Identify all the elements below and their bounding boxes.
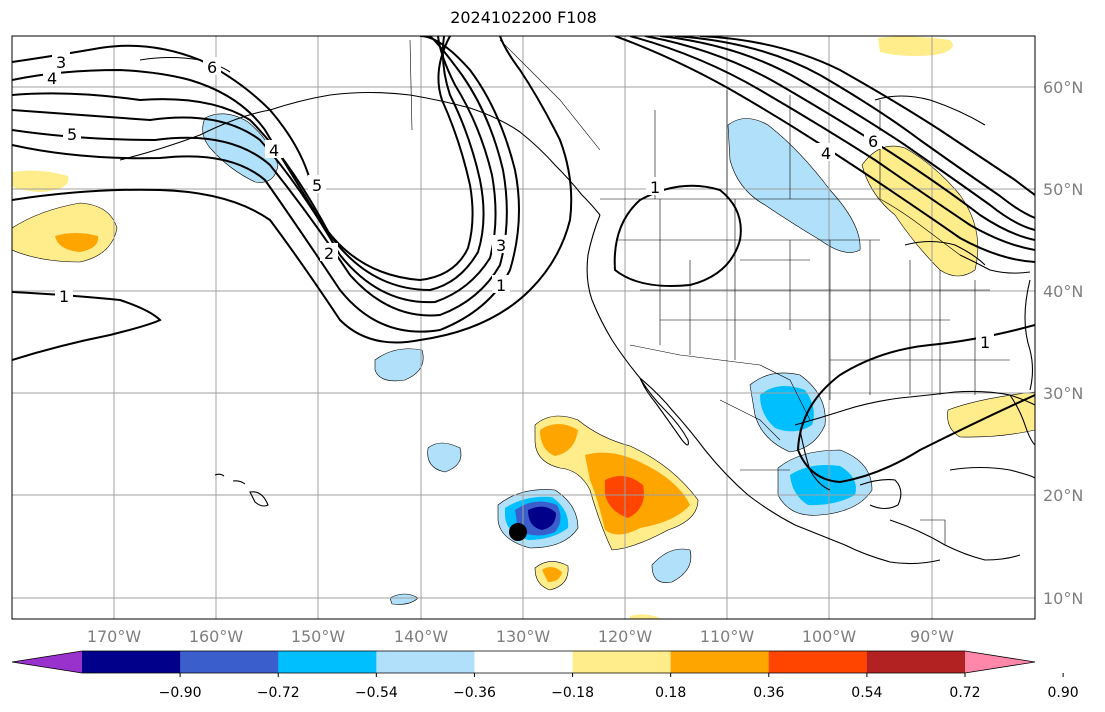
contour-label: 6 (207, 58, 217, 77)
contour-line (796, 324, 1035, 484)
anomaly-positive-region (12, 170, 69, 192)
contour-line (629, 36, 1035, 251)
colorbar-segment (376, 651, 475, 673)
lon-label: 110°W (700, 627, 755, 646)
anomaly-negative-core (528, 506, 556, 530)
map-title: 2024102200 F108 (450, 8, 597, 27)
lon-label: 170°W (87, 627, 142, 646)
contour-line (12, 291, 162, 361)
colorbar-tick-label: −0.54 (355, 685, 398, 701)
anomaly-negative-region (374, 348, 424, 382)
anomaly-positive-region (630, 614, 660, 619)
contour-label: 1 (650, 178, 660, 197)
anomaly-positive-core (55, 233, 99, 252)
lon-label: 140°W (394, 627, 449, 646)
anomaly-positive-region (878, 36, 953, 56)
colorbar-tick-label: 0.18 (655, 685, 686, 701)
colorbar-tick-label: −0.72 (257, 685, 300, 701)
contour-line (12, 44, 311, 181)
anomaly-negative-region (727, 118, 861, 253)
contour-label: 6 (868, 132, 878, 151)
lat-label: 50°N (1043, 180, 1083, 199)
contour-lines (12, 36, 1035, 484)
colorbar-segment (572, 651, 672, 673)
lon-label: 130°W (496, 627, 551, 646)
colorbar-tick-label: 0.54 (851, 685, 882, 701)
contour-line (12, 36, 573, 344)
colorbar-tick-label: 0.90 (1048, 685, 1079, 701)
lat-label: 20°N (1043, 486, 1083, 505)
shaded-anomaly-regions (12, 36, 1035, 619)
contour-line (674, 36, 1035, 219)
lon-label: 150°W (291, 627, 346, 646)
contour-line (613, 184, 742, 287)
contour-label: 1 (59, 287, 69, 306)
map-frame (11, 35, 1036, 620)
contour-label: 4 (821, 144, 831, 163)
colorbar-segment (866, 651, 966, 673)
lat-label: 10°N (1043, 589, 1083, 608)
lat-label: 30°N (1043, 384, 1083, 403)
colorbar-extend-high (965, 651, 1035, 673)
colorbar-tick-label: 0.36 (753, 685, 784, 701)
contour-label: 1 (980, 333, 990, 352)
contour-line (12, 36, 520, 333)
contour-line (12, 36, 485, 292)
lon-label: 160°W (189, 627, 244, 646)
lat-label: 40°N (1043, 282, 1083, 301)
contour-line (12, 36, 497, 304)
lat-label: 60°N (1043, 78, 1083, 97)
political-boundaries (409, 39, 1010, 545)
contour-label: 4 (47, 69, 57, 88)
contour-label: 5 (67, 125, 77, 144)
lon-label: 100°W (802, 627, 857, 646)
anomaly-positive-mid (540, 424, 578, 456)
contour-line (699, 36, 1035, 196)
colorbar-segment (278, 651, 377, 673)
lon-label: 90°W (910, 627, 954, 646)
latitude-labels: 60°N 50°N 40°N 30°N 20°N 10°N (1043, 78, 1083, 608)
anomaly-negative-region (202, 113, 279, 183)
contour-label: 5 (312, 176, 322, 195)
contour-line (12, 36, 474, 282)
colorbar-tick-label: −0.36 (453, 685, 496, 701)
contour-label: 1 (496, 276, 506, 295)
colorbar-tick-label: −0.90 (159, 685, 202, 701)
contour-label: 2 (324, 244, 334, 263)
lon-label: 120°W (598, 627, 653, 646)
contour-labels: 3 4 5 6 4 5 2 3 1 1 1 6 4 1 (43, 52, 994, 352)
contour-label: 3 (56, 53, 66, 72)
colorbar-segment (180, 651, 279, 673)
colorbar-segment (474, 651, 574, 673)
colorbar-tick-label: 0.72 (949, 685, 980, 701)
colorbar-tick-label: −0.18 (551, 685, 594, 701)
colorbar: −0.90 −0.72 −0.54 −0.36 −0.18 0.18 0.36 0.54 0.7… (11, 650, 1079, 701)
contour-line (614, 36, 1035, 263)
colorbar-segment (768, 651, 868, 673)
anomaly-negative-core (760, 386, 814, 432)
coastlines (119, 56, 1035, 565)
contour-label: 3 (496, 236, 506, 255)
anomaly-negative-region (427, 442, 462, 473)
contour-label: 4 (269, 141, 279, 160)
contour-line (659, 36, 1035, 231)
storm-center-marker (509, 523, 527, 541)
anomaly-positive-mid (542, 566, 562, 582)
colorbar-segment (670, 651, 770, 673)
colorbar-extend-low (12, 651, 82, 673)
colorbar-outline (11, 650, 1036, 674)
gridlines (12, 36, 1035, 619)
contour-line (12, 36, 508, 317)
longitude-labels: 170°W 160°W 150°W 140°W 130°W 120°W 110°… (87, 627, 954, 646)
colorbar-segment (82, 651, 181, 673)
anomaly-negative-region (651, 548, 692, 583)
